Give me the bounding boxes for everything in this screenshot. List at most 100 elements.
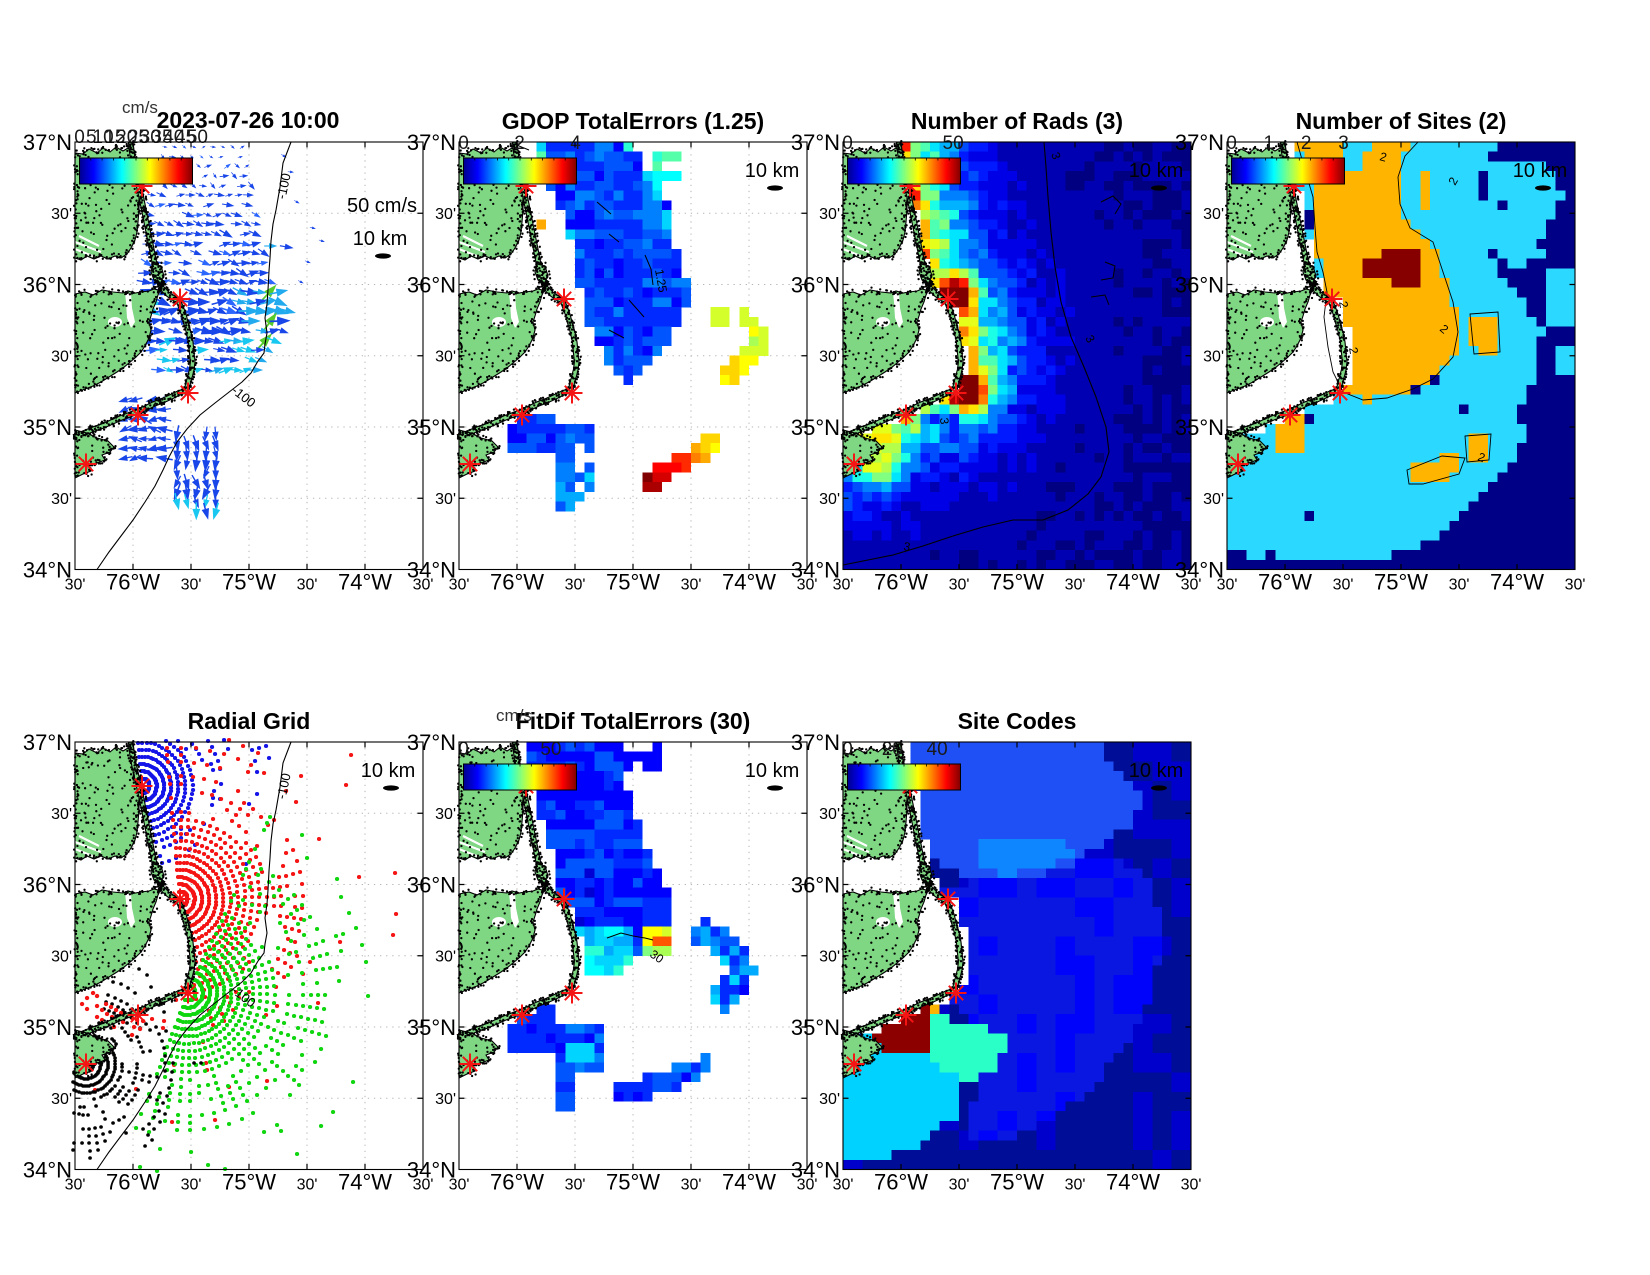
svg-text:30': 30': [819, 206, 840, 223]
svg-text:30': 30': [51, 491, 72, 508]
svg-text:75°W: 75°W: [990, 570, 1044, 595]
svg-text:40: 40: [927, 739, 948, 760]
svg-text:75°W: 75°W: [606, 1170, 660, 1195]
svg-text:cm/s: cm/s: [122, 98, 158, 117]
svg-text:50: 50: [187, 127, 208, 148]
svg-text:30': 30': [819, 491, 840, 508]
svg-text:35°N: 35°N: [791, 1015, 840, 1040]
svg-text:10 km: 10 km: [745, 160, 799, 182]
svg-text:34°N: 34°N: [407, 557, 456, 582]
svg-text:30': 30': [51, 949, 72, 966]
svg-text:30': 30': [949, 1177, 970, 1194]
svg-text:1.25: 1.25: [652, 268, 670, 294]
svg-text:36°N: 36°N: [23, 872, 72, 897]
svg-text:75°W: 75°W: [1374, 570, 1428, 595]
svg-text:36°N: 36°N: [791, 872, 840, 897]
svg-text:30': 30': [833, 577, 854, 594]
svg-text:36°N: 36°N: [1175, 272, 1224, 297]
svg-text:74°W: 74°W: [1106, 570, 1160, 595]
svg-text:37°N: 37°N: [23, 130, 72, 155]
svg-text:30': 30': [435, 949, 456, 966]
svg-text:76°W: 76°W: [1258, 570, 1312, 595]
svg-text:30': 30': [1565, 577, 1586, 594]
svg-text:35°N: 35°N: [23, 415, 72, 440]
svg-text:30': 30': [1449, 577, 1470, 594]
svg-text:30': 30': [949, 577, 970, 594]
svg-text:76°W: 76°W: [490, 570, 544, 595]
svg-text:30': 30': [565, 577, 586, 594]
svg-text:2: 2: [1301, 133, 1312, 154]
svg-text:75°W: 75°W: [222, 570, 276, 595]
svg-text:75°W: 75°W: [990, 1170, 1044, 1195]
svg-text:30': 30': [833, 1177, 854, 1194]
svg-text:30': 30': [449, 1177, 470, 1194]
svg-text:30': 30': [181, 577, 202, 594]
svg-text:30': 30': [65, 1177, 86, 1194]
svg-text:30': 30': [51, 806, 72, 823]
svg-text:20: 20: [882, 739, 903, 760]
svg-text:30': 30': [435, 1091, 456, 1108]
svg-text:cm/s: cm/s: [496, 706, 532, 725]
svg-text:30': 30': [1333, 577, 1354, 594]
svg-text:30': 30': [797, 577, 818, 594]
svg-text:30': 30': [435, 491, 456, 508]
svg-text:50: 50: [540, 739, 561, 760]
svg-text:35°N: 35°N: [1175, 415, 1224, 440]
svg-text:FitDif TotalErrors (30): FitDif TotalErrors (30): [516, 708, 751, 734]
svg-text:3: 3: [902, 539, 911, 554]
svg-text:76°W: 76°W: [874, 1170, 928, 1195]
svg-text:76°W: 76°W: [106, 1170, 160, 1195]
svg-text:Number of Sites (2): Number of Sites (2): [1296, 108, 1507, 134]
svg-text:35: 35: [151, 127, 172, 148]
svg-text:34°N: 34°N: [407, 1157, 456, 1182]
svg-text:34°N: 34°N: [23, 557, 72, 582]
svg-text:30': 30': [65, 577, 86, 594]
svg-text:10 km: 10 km: [1513, 160, 1567, 182]
svg-text:10 km: 10 km: [353, 228, 407, 250]
svg-text:76°W: 76°W: [106, 570, 160, 595]
svg-text:Site Codes: Site Codes: [958, 708, 1077, 734]
svg-text:36°N: 36°N: [407, 872, 456, 897]
svg-text:1: 1: [1264, 133, 1275, 154]
svg-text:76°W: 76°W: [874, 570, 928, 595]
svg-text:30': 30': [1203, 206, 1224, 223]
svg-text:10: 10: [93, 127, 114, 148]
svg-text:20: 20: [116, 127, 137, 148]
svg-text:30': 30': [1203, 491, 1224, 508]
svg-text:Radial Grid: Radial Grid: [188, 708, 311, 734]
svg-text:30': 30': [1181, 1177, 1202, 1194]
svg-text:30': 30': [819, 806, 840, 823]
svg-text:76°W: 76°W: [490, 1170, 544, 1195]
svg-text:30': 30': [1181, 577, 1202, 594]
svg-text:0: 0: [458, 133, 469, 154]
svg-text:-100: -100: [274, 172, 294, 201]
svg-text:35°N: 35°N: [23, 1015, 72, 1040]
svg-text:30': 30': [565, 1177, 586, 1194]
svg-text:30': 30': [435, 206, 456, 223]
svg-text:GDOP TotalErrors (1.25): GDOP TotalErrors (1.25): [502, 108, 764, 134]
svg-text:37°N: 37°N: [791, 130, 840, 155]
svg-text:30': 30': [1065, 577, 1086, 594]
svg-text:30': 30': [413, 1177, 434, 1194]
svg-text:75°W: 75°W: [222, 1170, 276, 1195]
svg-text:30: 30: [140, 127, 161, 148]
svg-text:34°N: 34°N: [791, 1157, 840, 1182]
svg-text:3: 3: [1048, 150, 1064, 161]
svg-text:74°W: 74°W: [338, 570, 392, 595]
svg-text:30': 30': [297, 1177, 318, 1194]
svg-text:30': 30': [435, 806, 456, 823]
svg-text:-100: -100: [274, 772, 294, 801]
svg-text:30': 30': [51, 206, 72, 223]
svg-text:30': 30': [51, 1091, 72, 1108]
svg-text:30': 30': [819, 1091, 840, 1108]
svg-text:35°N: 35°N: [791, 415, 840, 440]
svg-text:2: 2: [514, 133, 525, 154]
svg-text:30': 30': [1203, 349, 1224, 366]
svg-text:2: 2: [1476, 450, 1487, 466]
svg-text:40: 40: [163, 127, 184, 148]
svg-text:74°W: 74°W: [722, 570, 776, 595]
svg-text:37°N: 37°N: [791, 730, 840, 755]
svg-text:34°N: 34°N: [1175, 557, 1224, 582]
svg-text:37°N: 37°N: [1175, 130, 1224, 155]
svg-text:36°N: 36°N: [23, 272, 72, 297]
